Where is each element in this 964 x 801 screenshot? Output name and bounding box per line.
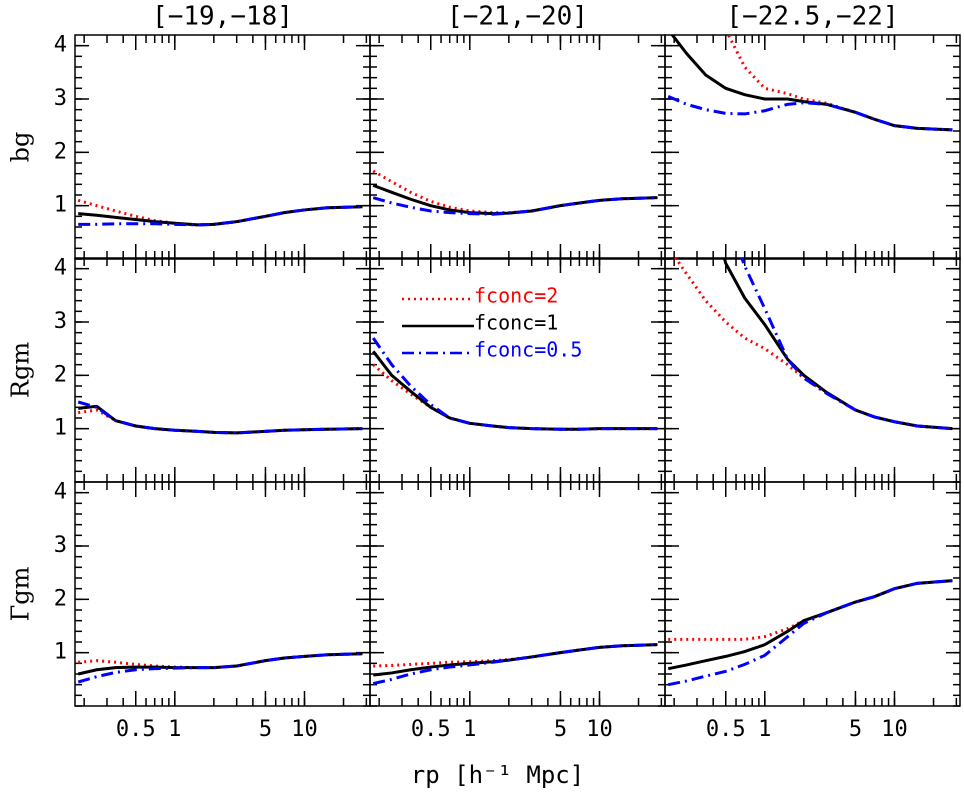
- series-line: [667, 579, 953, 671]
- panel-title: [−22.5,−22]: [726, 2, 898, 32]
- x-tick-label: 5: [554, 717, 567, 742]
- y-tick-label: 4: [54, 480, 67, 505]
- frame: [369, 34, 666, 260]
- x-tick-label: 0.5: [411, 717, 451, 742]
- x-tick-label: 1: [168, 717, 181, 742]
- panel: 0.5 1 5 10: [664, 481, 961, 742]
- panel-title: [−21,−20]: [447, 2, 588, 32]
- x-tick-label: 0.5: [706, 717, 746, 742]
- frame: [664, 257, 961, 483]
- y-tick-label: 4: [54, 256, 67, 281]
- frame: [74, 257, 371, 483]
- x-tick-label: 5: [849, 717, 862, 742]
- y-axis-label: Rgm: [7, 342, 35, 398]
- y-tick-label: 4: [54, 33, 67, 58]
- x-tick-label: 10: [881, 717, 908, 742]
- series-line: [372, 196, 658, 216]
- frame: [664, 481, 961, 707]
- series-line: [722, 258, 953, 431]
- x-tick-label: 10: [291, 717, 318, 742]
- series-line: [740, 258, 953, 431]
- y-axis-label: bg: [7, 132, 35, 163]
- series-line: [77, 198, 363, 227]
- series-line: [78, 404, 363, 435]
- y-tick-label: 3: [54, 533, 67, 558]
- series-line: [726, 35, 953, 132]
- y-tick-label: 2: [54, 362, 67, 387]
- panel: fconc=2 fconc=1 fconc=0.5: [369, 257, 666, 483]
- panel: [−22.5,−22]: [664, 2, 961, 260]
- y-tick-label: 3: [54, 309, 67, 334]
- frame: [74, 34, 371, 260]
- panel: [−21,−20]: [369, 2, 666, 260]
- frame: [664, 34, 961, 260]
- series-line: [670, 35, 953, 132]
- y-tick-label: 1: [54, 640, 67, 665]
- x-tick-label: 10: [586, 717, 613, 742]
- series-line: [372, 643, 658, 686]
- panel: 1 2 3 4 [−19,−18] bg: [7, 2, 371, 260]
- series-line: [371, 337, 658, 431]
- panel: 0.5 1 5 10 1 2 3 4 Γgm: [7, 480, 371, 742]
- panel-title: [−19,−18]: [152, 2, 293, 32]
- panel: [664, 257, 961, 483]
- y-tick-label: 1: [54, 193, 67, 218]
- y-tick-label: 2: [54, 139, 67, 164]
- y-axis-label: Γgm: [7, 566, 35, 621]
- series-line: [78, 205, 363, 227]
- series-line: [673, 258, 953, 431]
- legend-label: fconc=2: [474, 284, 558, 308]
- y-tick-label: 3: [54, 86, 67, 111]
- x-axis-label: rp [h⁻¹ Mpc]: [411, 761, 584, 789]
- series-line: [77, 400, 363, 435]
- panel: 1 2 3 4 Rgm: [7, 256, 371, 483]
- legend-label: fconc=1: [474, 311, 558, 335]
- x-tick-label: 1: [758, 717, 771, 742]
- x-tick-label: 5: [259, 717, 272, 742]
- y-tick-label: 2: [54, 586, 67, 611]
- series-line: [77, 652, 363, 684]
- series-line: [373, 643, 658, 668]
- series-line: [372, 350, 658, 431]
- x-tick-label: 0.5: [116, 717, 156, 742]
- series-line: [667, 579, 953, 687]
- series-line: [668, 579, 953, 641]
- x-tick-label: 1: [463, 717, 476, 742]
- legend-label: fconc=0.5: [474, 338, 582, 362]
- series-line: [372, 169, 658, 215]
- series-line: [667, 94, 953, 132]
- y-tick-label: 1: [54, 416, 67, 441]
